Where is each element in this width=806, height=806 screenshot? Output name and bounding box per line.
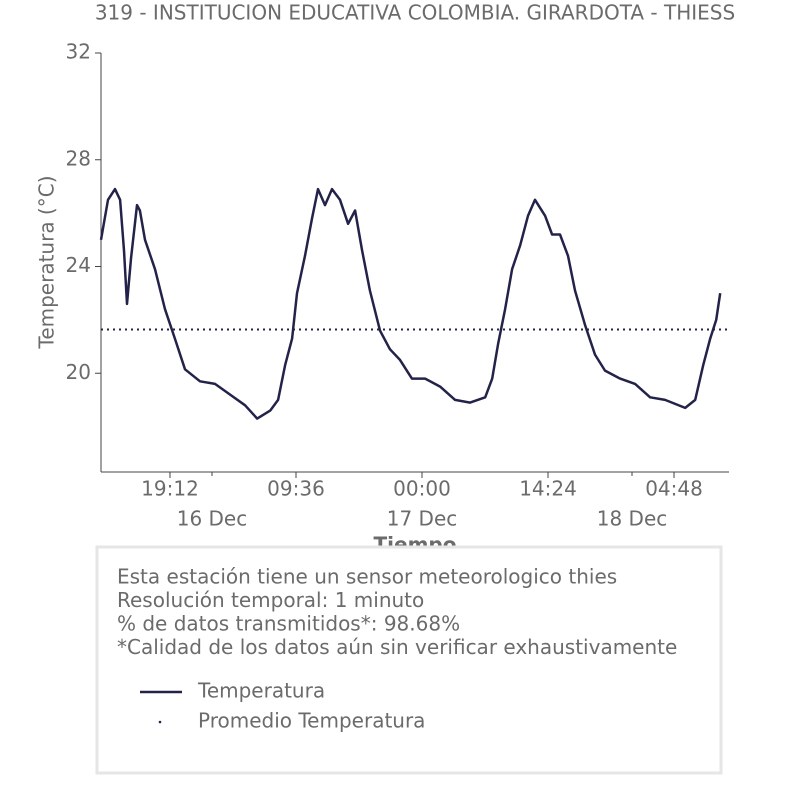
y-tick-label: 24 bbox=[66, 253, 91, 277]
legend-label: Temperatura bbox=[197, 679, 325, 703]
temperature-line bbox=[99, 187, 722, 420]
x-tick-label: 19:12 bbox=[141, 477, 199, 501]
x-tick-label: 00:00 bbox=[393, 477, 451, 501]
note: % de datos transmitidos*: 98.68% bbox=[117, 612, 460, 636]
note: Esta estación tiene un sensor meteorolog… bbox=[117, 565, 617, 589]
date-tick-label: 16 Dec bbox=[177, 507, 248, 531]
x-tick-label: 14:24 bbox=[519, 477, 577, 501]
y-tick-label: 20 bbox=[66, 360, 91, 384]
legend-label: Promedio Temperatura bbox=[198, 709, 425, 733]
date-tick-label: 18 Dec bbox=[597, 507, 668, 531]
note: *Calidad de los datos aún sin verificar … bbox=[117, 635, 677, 659]
info-box bbox=[95, 545, 723, 775]
legend-swatch bbox=[158, 720, 162, 724]
chart-title: 319 - INSTITUCION EDUCATIVA COLOMBIA. GI… bbox=[95, 1, 735, 25]
y-tick-label: 32 bbox=[66, 40, 91, 64]
y-axis-label: Temperatura (°C) bbox=[35, 175, 59, 349]
note: Resolución temporal: 1 minuto bbox=[117, 588, 424, 612]
x-tick-label: 09:36 bbox=[267, 477, 325, 501]
y-tick-label: 28 bbox=[66, 146, 91, 170]
date-tick-label: 17 Dec bbox=[387, 507, 458, 531]
x-tick-label: 04:48 bbox=[645, 477, 703, 501]
